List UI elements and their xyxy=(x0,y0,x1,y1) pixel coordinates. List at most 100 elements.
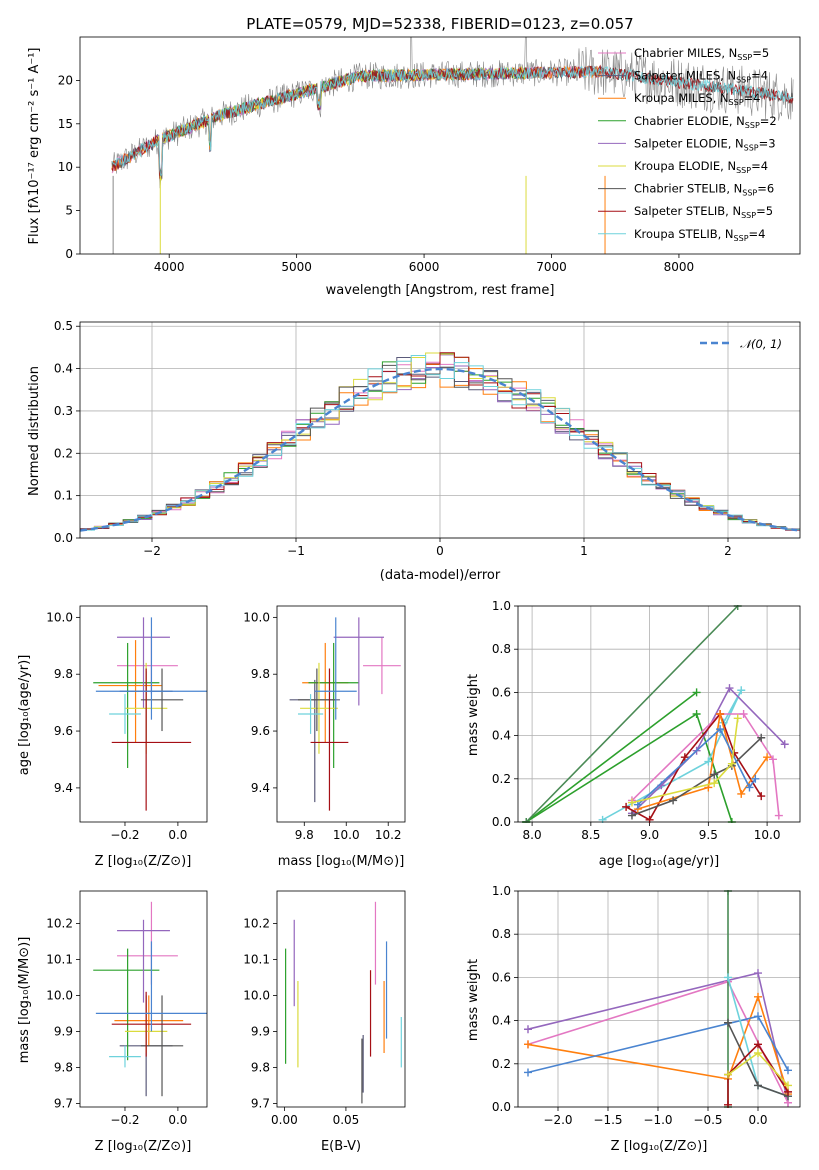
mass-vs-ebv-ytick-label: 9.9 xyxy=(251,1024,270,1038)
legend-label-suffix: =3 xyxy=(759,136,776,150)
legend-label: Kroupa STELIB, NSSP=4 xyxy=(634,227,765,243)
p5-xlabel: age [log₁₀(age/yr)] xyxy=(599,854,720,869)
legend-label: Salpeter STELIB, NSSP=5 xyxy=(634,204,773,220)
normal-reference-curve xyxy=(80,367,798,532)
histogram-step xyxy=(80,355,800,533)
weight-point xyxy=(724,973,732,982)
p4-xlabel: mass [log₁₀(M/M⊙)] xyxy=(278,854,405,869)
mass-vs-ebv-xtick-label: 0.05 xyxy=(333,1113,360,1127)
weight-vs-age-ytick-label: 1.0 xyxy=(492,599,511,613)
weight-line xyxy=(527,994,789,1095)
p3-xlabel: Z [log₁₀(Z/Z⊙)] xyxy=(95,854,192,869)
weight-point xyxy=(710,770,719,779)
spectrum-axes: 4000 5000 6000 7000 8000 0 5 10 15 20 xyxy=(58,73,694,274)
residuals-ytick-label: 0.0 xyxy=(54,531,73,545)
weight-point xyxy=(524,1040,532,1049)
weight-point xyxy=(724,1100,732,1108)
legend-label-sub: SSP xyxy=(729,98,744,107)
mass-vs-z-frame xyxy=(79,890,208,1108)
legend-label-sub: SSP xyxy=(745,121,760,130)
weight-point xyxy=(724,1070,732,1079)
p3-ylabel: age [log₁₀(age/yr)] xyxy=(17,655,32,776)
legend-label: Salpeter ELODIE, NSSP=3 xyxy=(634,136,776,152)
p6-ylabel: mass [log₁₀(M/M⊙)] xyxy=(17,937,32,1064)
mass-vs-ebv-ytick-label: 9.7 xyxy=(251,1096,270,1110)
age-vs-z-xtick-label: −0.2 xyxy=(110,828,139,842)
residuals-xtick-label: −2 xyxy=(143,544,161,558)
residuals-xtick-label: 1 xyxy=(580,544,588,558)
legend-label: Salpeter MILES, NSSP=4 xyxy=(634,69,768,85)
weight-point xyxy=(754,1012,762,1021)
residuals-xlabel: (data-model)/error xyxy=(380,568,501,583)
weight-point xyxy=(737,686,746,695)
weight-vs-age-axes: 8.0 8.5 9.0 9.5 10.0 0.0 0.2 0.4 0.6 0.8 1.0 xyxy=(492,599,800,842)
legend-label-suffix: =4 xyxy=(744,91,761,105)
weight-point xyxy=(763,753,772,762)
weight-line xyxy=(525,605,739,823)
weight-vs-age-ytick-label: 0.0 xyxy=(492,815,511,829)
weight-vs-age-lines xyxy=(522,605,789,823)
spectrum-ylabel: Flux [fλ10⁻¹⁷ erg cm⁻² s⁻¹ A⁻¹] xyxy=(27,48,42,245)
legend-label-sub: SSP xyxy=(737,53,752,62)
spectrum-ytick-label: 10 xyxy=(58,160,73,174)
weight-vs-age-ytick-label: 0.6 xyxy=(492,685,511,699)
mass-vs-z-ytick-label: 9.7 xyxy=(54,1096,73,1110)
age-vs-mass-frame xyxy=(276,605,406,823)
weight-vs-z-ytick-label: 0.0 xyxy=(492,1100,511,1114)
legend-label-name: Kroupa ELODIE, N xyxy=(634,159,736,173)
spectrum-frame xyxy=(79,36,801,255)
age-vs-z-ytick-label: 9.8 xyxy=(54,667,73,681)
legend-label-name: Salpeter MILES, N xyxy=(634,69,736,83)
weight-point xyxy=(774,811,783,820)
spectrum-title: PLATE=0579, MJD=52338, FIBERID=0123, z=0… xyxy=(246,15,633,33)
weight-vs-z-xtick-label: −1.0 xyxy=(643,1113,672,1127)
legend-label: Chabrier MILES, NSSP=5 xyxy=(634,46,769,62)
mass-vs-z-axes: −0.2 0.0 9.7 9.8 9.9 10.0 10.1 10.2 xyxy=(46,916,187,1127)
residuals-hist xyxy=(80,352,800,533)
weight-point xyxy=(524,1025,532,1034)
weight-vs-z-frame xyxy=(517,890,801,1108)
weight-point xyxy=(627,798,636,807)
legend-label-sub: SSP xyxy=(744,143,759,152)
weight-vs-z-xtick-label: −1.5 xyxy=(593,1113,622,1127)
spectrum-model-line xyxy=(111,65,793,178)
age-vs-mass-ytick-label: 10.0 xyxy=(243,610,270,624)
residuals-axes: −2 −1 0 1 2 0.0 0.1 0.2 0.3 0.4 0.5 xyxy=(54,319,800,558)
residuals-legend-label: 𝒩(0, 1) xyxy=(740,337,782,351)
spectrum-ytick-label: 20 xyxy=(58,73,73,87)
legend-label-sub: SSP xyxy=(741,211,756,220)
residuals-xtick-label: −1 xyxy=(287,544,305,558)
weight-point xyxy=(754,1081,762,1090)
age-vs-mass-axes: 9.8 10.0 10.2 9.4 9.6 9.8 10.0 xyxy=(243,610,401,842)
weight-vs-z-lines xyxy=(524,890,792,1108)
legend-label-suffix: =5 xyxy=(752,46,769,60)
age-vs-mass-ytick-label: 9.6 xyxy=(251,724,270,738)
weight-point xyxy=(757,733,766,742)
weight-line xyxy=(637,713,768,810)
spectrum-xlabel: wavelength [Angstrom, rest frame] xyxy=(326,283,555,298)
weight-point xyxy=(754,992,762,1001)
legend-label-name: Salpeter STELIB, N xyxy=(634,204,741,218)
weight-vs-z-ytick-label: 0.4 xyxy=(492,1014,511,1028)
weight-point xyxy=(622,802,631,811)
age-vs-mass-xtick-label: 10.0 xyxy=(333,828,360,842)
weight-vs-z-ytick-label: 0.2 xyxy=(492,1057,511,1071)
mass-vs-ebv-ytick-label: 10.2 xyxy=(243,916,270,930)
age-vs-z-ytick-label: 10.0 xyxy=(46,610,73,624)
weight-vs-age-frame xyxy=(517,605,801,823)
legend-label-name: Chabrier STELIB, N xyxy=(634,182,742,196)
spectrum-ytick-label: 15 xyxy=(58,117,73,131)
age-vs-z-axes: −0.2 0.0 9.4 9.6 9.8 10.0 xyxy=(46,610,187,842)
legend-label-sub: SSP xyxy=(736,76,751,85)
legend-label-suffix: =5 xyxy=(756,204,773,218)
legend-label-name: Chabrier MILES, N xyxy=(634,46,737,60)
mass-vs-ebv-ytick-label: 9.8 xyxy=(251,1060,270,1074)
residuals-ytick-label: 0.5 xyxy=(54,319,73,333)
weight-line xyxy=(631,718,739,804)
residuals-ytick-label: 0.2 xyxy=(54,446,73,460)
spectrum-xtick-label: 8000 xyxy=(664,260,695,274)
p8-xlabel: Z [log₁₀(Z/Z⊙)] xyxy=(611,1139,708,1154)
weight-point xyxy=(645,815,654,823)
weight-vs-age-ytick-label: 0.8 xyxy=(492,642,511,656)
